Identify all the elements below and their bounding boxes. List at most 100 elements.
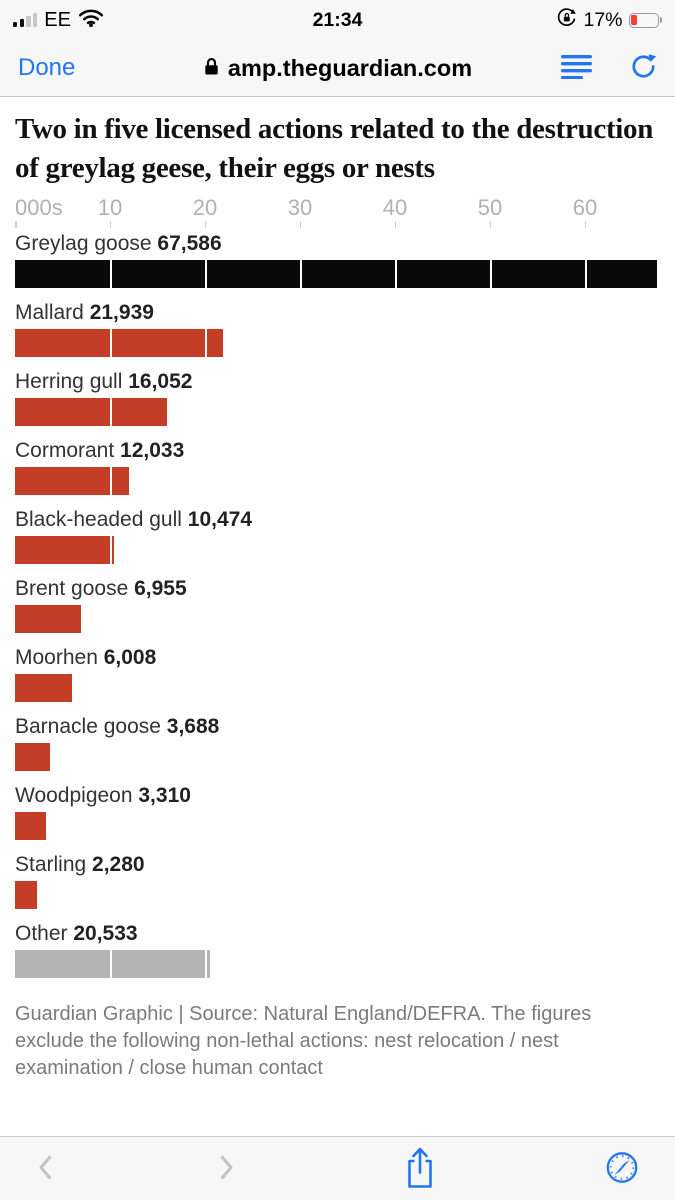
gridline — [394, 743, 397, 771]
battery-percent: 17% — [583, 8, 623, 31]
battery-icon — [628, 12, 662, 28]
category-name: Barnacle goose — [15, 715, 167, 738]
gridline — [489, 605, 492, 633]
reader-icon — [560, 54, 594, 82]
reload-icon — [630, 53, 657, 83]
safari-bottom-toolbar — [0, 1136, 675, 1200]
gridline — [394, 467, 397, 495]
axis-tick-label: 60 — [572, 195, 598, 220]
gridline — [299, 398, 302, 426]
reload-button[interactable] — [630, 53, 657, 83]
category-name: Other — [15, 922, 74, 945]
gridline — [584, 743, 587, 771]
gridline — [109, 674, 112, 702]
gridline — [204, 467, 207, 495]
gridline — [299, 329, 302, 357]
category-value: 3,310 — [138, 784, 191, 807]
gridline — [204, 950, 207, 978]
gridline — [109, 536, 112, 564]
gridline — [489, 743, 492, 771]
axis-tick-mark — [299, 221, 302, 228]
safari-url-bar: Done amp.theguardian.com — [0, 40, 675, 97]
gridline — [584, 881, 587, 909]
category-value: 16,052 — [128, 370, 193, 393]
gridline — [204, 605, 207, 633]
lock-icon — [203, 55, 220, 82]
chart-title: Two in five licensed actions related to … — [15, 113, 654, 184]
gridline — [109, 950, 112, 978]
bar-track — [15, 812, 660, 840]
gridline — [584, 329, 587, 357]
bar-track — [15, 950, 660, 978]
axis-tick-label: 20 — [192, 195, 218, 220]
bar — [15, 398, 168, 426]
bar-label: Black-headed gull 10,474 — [15, 507, 660, 532]
axis-tick-label: 40 — [382, 195, 408, 220]
bar — [15, 329, 224, 357]
chart-row: Cormorant 12,033 — [15, 438, 660, 495]
gridline — [299, 260, 302, 288]
share-button[interactable] — [403, 1145, 437, 1192]
gridline — [204, 329, 207, 357]
gridline — [299, 950, 302, 978]
gridline — [204, 260, 207, 288]
gridline — [394, 329, 397, 357]
bar-track — [15, 674, 660, 702]
gridline — [584, 812, 587, 840]
bar — [15, 260, 658, 288]
bar-track — [15, 743, 660, 771]
gridline — [299, 812, 302, 840]
safari-button[interactable] — [605, 1150, 639, 1187]
category-value: 67,586 — [157, 232, 222, 255]
safari-compass-icon — [605, 1150, 639, 1187]
bar-label: Greylag goose 67,586 — [15, 231, 660, 256]
forward-button[interactable] — [220, 1154, 235, 1183]
category-value: 21,939 — [89, 301, 154, 324]
status-right-cluster: 17% — [556, 7, 662, 34]
gridline — [204, 743, 207, 771]
gridline — [489, 536, 492, 564]
bar-label: Other 20,533 — [15, 921, 660, 946]
bar-label: Barnacle goose 3,688 — [15, 714, 660, 739]
back-button[interactable] — [38, 1154, 53, 1183]
gridline — [204, 398, 207, 426]
chart-row: Herring gull 16,052 — [15, 369, 660, 426]
gridline — [584, 950, 587, 978]
category-name: Cormorant — [15, 439, 121, 462]
bar-track — [15, 467, 660, 495]
gridline — [299, 467, 302, 495]
category-value: 2,280 — [92, 853, 145, 876]
reader-button[interactable] — [560, 54, 594, 82]
bar — [15, 536, 115, 564]
category-name: Woodpigeon — [15, 784, 139, 807]
done-button[interactable]: Done — [18, 54, 76, 81]
gridline — [204, 536, 207, 564]
bar — [15, 674, 73, 702]
gridline — [109, 260, 112, 288]
axis-unit-label: 000s — [15, 195, 63, 220]
bar — [15, 812, 47, 840]
axis-tick-mark — [394, 221, 397, 228]
gridline — [394, 950, 397, 978]
axis-tick-mark — [109, 221, 112, 228]
gridline — [299, 605, 302, 633]
chart-row: Black-headed gull 10,474 — [15, 507, 660, 564]
rotation-lock-icon — [556, 7, 577, 34]
chevron-left-icon — [38, 1154, 53, 1183]
gridline — [584, 467, 587, 495]
bar-label: Woodpigeon 3,310 — [15, 783, 660, 808]
bar — [15, 467, 130, 495]
chart-row: Moorhen 6,008 — [15, 645, 660, 702]
axis-tick-label: 50 — [477, 195, 503, 220]
bar-label: Brent goose 6,955 — [15, 576, 660, 601]
gridline — [584, 398, 587, 426]
gridline — [109, 881, 112, 909]
carrier-label: EE — [44, 8, 71, 31]
gridline — [584, 260, 587, 288]
gridline — [394, 398, 397, 426]
chart-row: Brent goose 6,955 — [15, 576, 660, 633]
gridline — [584, 674, 587, 702]
gridline — [299, 674, 302, 702]
gridline — [109, 743, 112, 771]
